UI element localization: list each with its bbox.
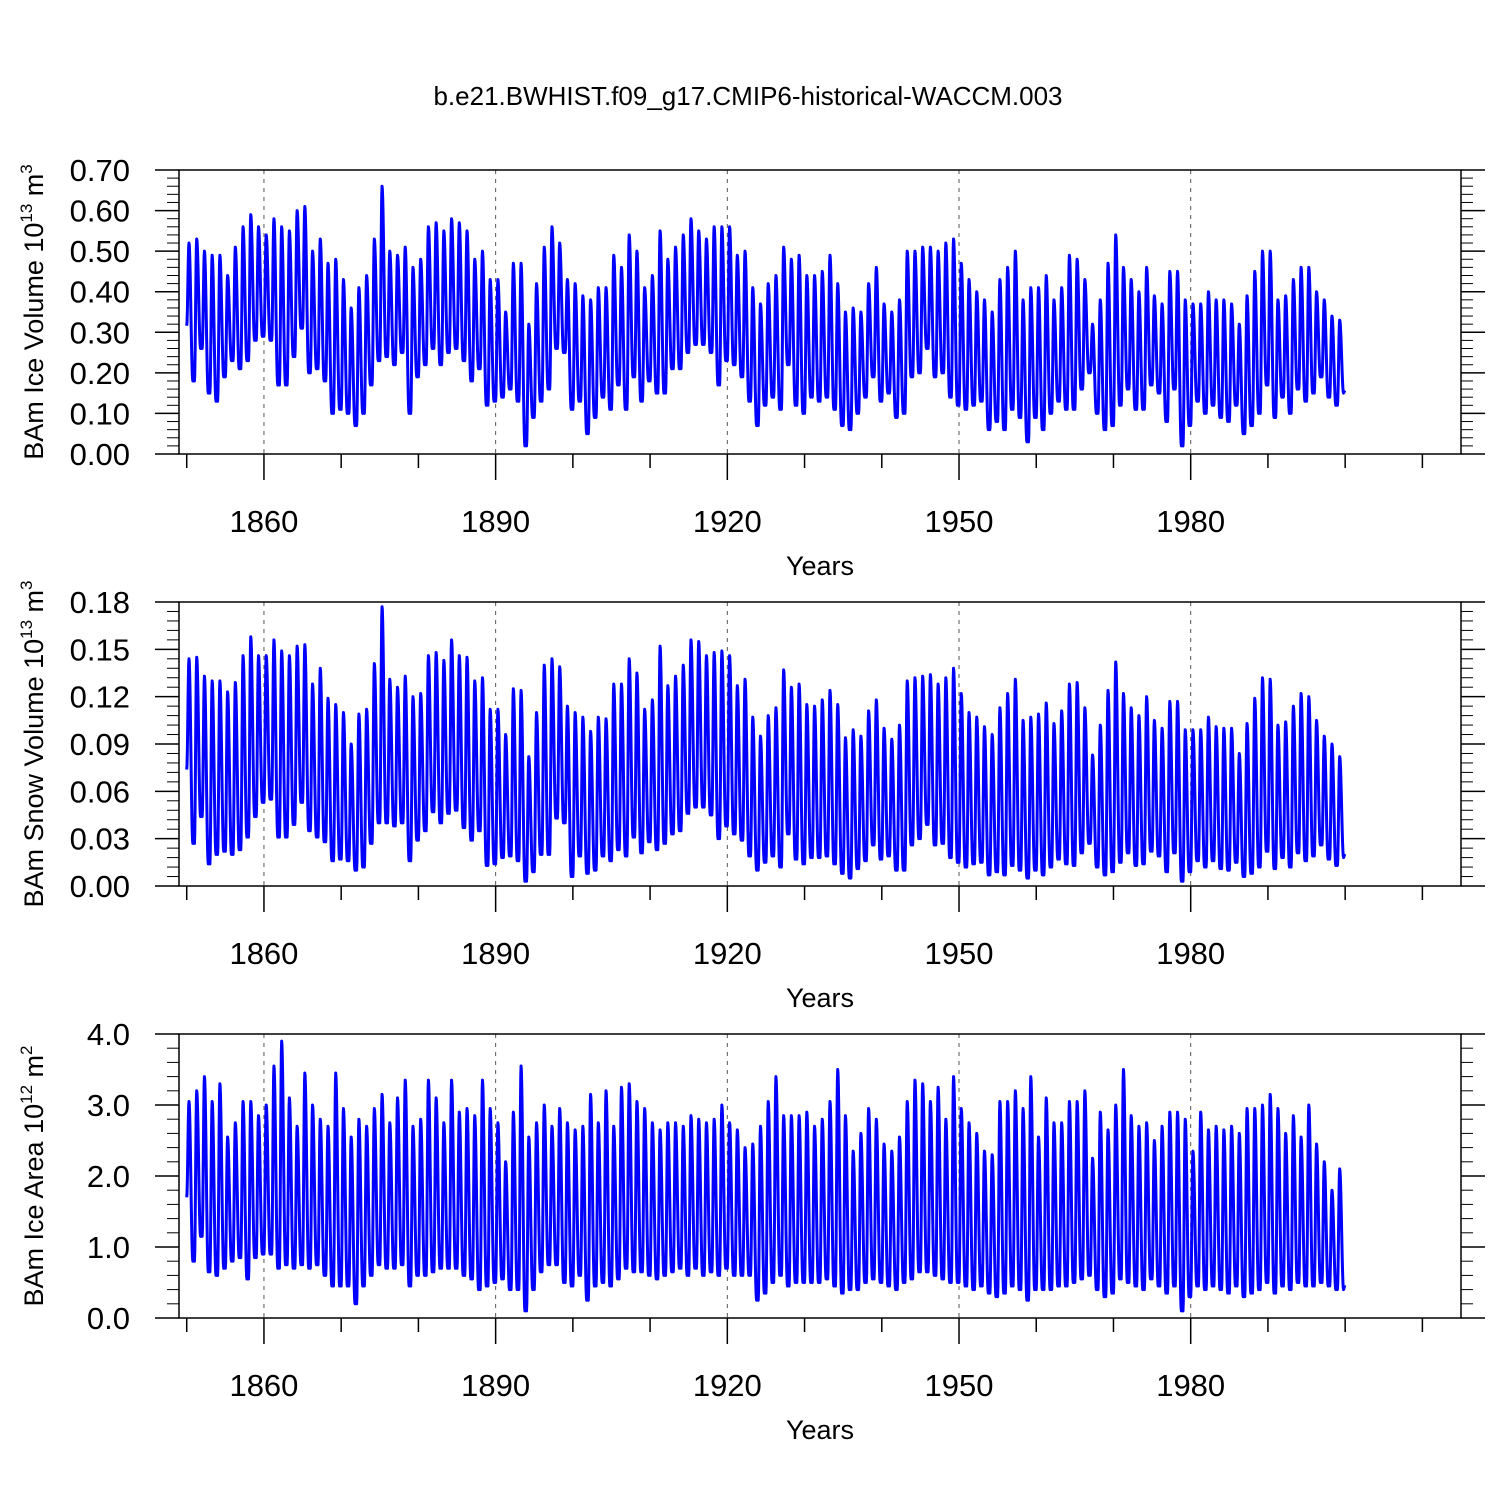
y-axis-label-unit-exponent: 2 [17,1046,36,1055]
x-tick-label: 1890 [461,936,530,971]
y-tick-label: 0.06 [70,774,130,809]
x-axis-label: Years [786,983,854,1013]
x-tick-label: 1920 [693,936,762,971]
chart-panel-2: 0.00 0.03 0.06 0.09 0.12 0.15 0.18 1860 1890 1920… [17,580,1485,1013]
x-tick-label: 1920 [693,1368,762,1403]
y-axis-label-text: BAm Ice Volume 10 [19,223,49,460]
x-tick-label: 1860 [229,504,298,539]
chart-panel-3: 0.0 1.0 2.0 3.0 4.0 1860 1890 1920 1950 1980 Years… [17,1017,1485,1445]
y-tick-label: 0.00 [70,869,130,904]
x-axis-label: Years [786,1415,854,1445]
y-axis-label-unit-exponent: 3 [17,164,36,173]
y-axis-label: BAm Snow Volume 1013 m3 [17,580,49,907]
y-tick-label: 0.09 [70,727,130,762]
x-tick-label: 1980 [1156,504,1225,539]
y-tick-label: 0.0 [87,1301,130,1336]
y-tick-label: 1.0 [87,1230,130,1265]
y-tick-label: 2.0 [87,1159,130,1194]
y-tick-label: 0.15 [70,632,130,667]
x-tick-label: 1890 [461,504,530,539]
y-tick-label: 0.30 [70,315,130,350]
y-axis-label: BAm Ice Area 1012 m2 [17,1046,49,1307]
y-tick-label: 0.12 [70,680,130,715]
y-tick-label: 0.03 [70,822,130,857]
y-tick-label: 3.0 [87,1088,130,1123]
x-tick-label: 1980 [1156,936,1225,971]
data-series-line [185,184,1347,448]
y-tick-label: 0.00 [70,437,130,472]
x-tick-label: 1860 [229,1368,298,1403]
y-tick-label: 0.40 [70,275,130,310]
y-tick-label: 0.50 [70,234,130,269]
x-tick-label: 1890 [461,1368,530,1403]
y-axis-label-exponent: 13 [17,620,36,639]
y-axis-label-text: BAm Ice Area 10 [19,1104,49,1307]
y-tick-label: 0.60 [70,194,130,229]
x-tick-label: 1980 [1156,1368,1225,1403]
y-tick-label: 0.18 [70,585,130,620]
figure-title: b.e21.BWHIST.f09_g17.CMIP6-historical-WA… [433,81,1062,111]
x-axis-label: Years [786,551,854,581]
x-tick-label: 1920 [693,504,762,539]
y-tick-label: 4.0 [87,1017,130,1052]
x-tick-label: 1950 [925,504,994,539]
y-axis-label-unit-exponent: 3 [17,580,36,589]
y-axis-label-unit: m [19,174,49,204]
x-tick-label: 1950 [925,936,994,971]
y-tick-label: 0.10 [70,396,130,431]
y-axis-label-exponent: 13 [17,204,36,223]
plot-frame [178,169,1462,455]
y-axis-label-unit: m [19,1055,49,1085]
x-tick-label: 1860 [229,936,298,971]
y-axis-label-text: BAm Snow Volume 10 [19,639,49,908]
y-axis-label-unit: m [19,590,49,620]
y-axis-label: BAm Ice Volume 1013 m3 [17,164,49,460]
data-series-line [185,1039,1347,1313]
data-series-line [185,605,1347,883]
y-tick-label: 0.20 [70,356,130,391]
chart-panel-1: 0.00 0.10 0.20 0.30 0.40 0.50 0.60 0.70 1860 1890… [17,153,1485,581]
y-axis-label-exponent: 12 [17,1085,36,1104]
x-tick-label: 1950 [925,1368,994,1403]
y-tick-label: 0.70 [70,153,130,188]
